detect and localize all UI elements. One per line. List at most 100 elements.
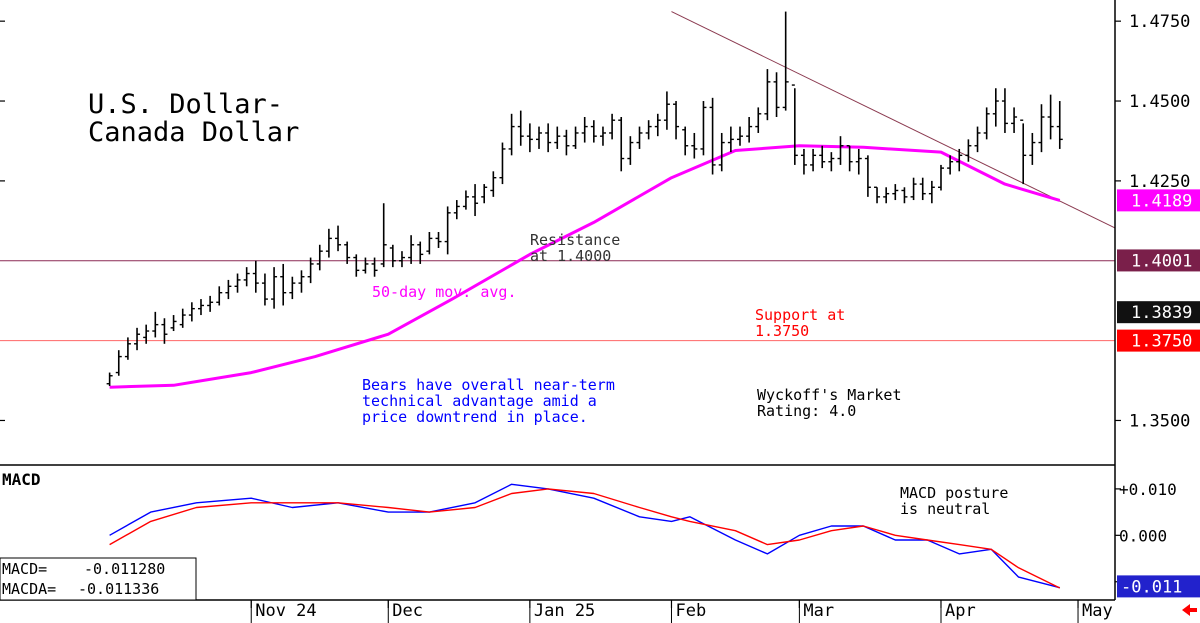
trendline-group [671,11,1116,229]
ohlc-bar-102 [1038,104,1045,153]
ohlc-bar-17 [261,273,268,306]
ohlc-bar-12 [216,286,223,306]
macda-readout-label: MACDA= [2,580,56,598]
ohlc-bar-94 [965,139,972,162]
horizontal-lines [0,260,1115,342]
ohlc-bar-20 [289,276,296,300]
ohlc-bars [106,11,1063,386]
ohlc-bar-52 [581,117,588,143]
price-tag-label-2: 1.3839 [1131,303,1192,323]
price-tag-label-3: 1.3750 [1131,332,1192,352]
price-tick-label-2: 1.4250 [1129,172,1190,192]
ohlc-bar-73 [773,72,780,117]
ohlc-bar-5 [152,311,159,338]
ohlc-bar-81 [846,145,853,172]
ohlc-bar-76 [800,148,807,175]
ohlc-bar-96 [983,107,990,140]
macd-lines [109,483,1061,589]
ohlc-bar-27 [353,254,360,277]
date-axis: Nov 24 Dec Jan 25 Feb Mar Apr May [250,600,1113,623]
ohlc-bar-24 [325,228,332,258]
ohlc-bar-91 [937,164,944,191]
ohlc-bar-82 [855,148,862,175]
macd-tick-label-0: +0.010 [1119,480,1177,499]
ohlc-bar-31 [389,244,396,268]
ohlc-bar-42 [490,171,497,197]
resistance-label-1: Resistance [530,231,620,249]
ohlc-bar-30 [380,203,387,268]
ohlc-bar-98 [1001,88,1008,133]
price-tag-box-2 [1117,301,1200,324]
support-label-1: Support at [755,306,845,324]
macd-series-macd [109,483,1060,589]
ohlc-bar-66 [709,97,716,175]
ohlc-bar-37 [444,206,451,255]
macd-readout-box [0,557,197,601]
ohlc-bar-97 [992,88,999,127]
ohlc-bar-49 [554,126,561,149]
ohlc-bar-85 [883,187,890,204]
ohlc-bar-72 [764,69,771,121]
ohlc-bar-57 [627,136,634,165]
ohlc-bar-51 [572,126,579,149]
moving-average-label: 50-day mov. avg. [372,283,517,301]
wyckoff-rating-1: Wyckoff's Market [757,386,902,404]
ohlc-bar-71 [755,107,762,133]
ohlc-bar-32 [398,251,405,268]
ohlc-bar-15 [243,267,250,287]
macd-tick-label-1: 0.000 [1119,526,1167,545]
macd-title: MACD [2,470,41,489]
ohlc-bar-104 [1056,101,1063,149]
moving-average-line [109,144,1061,389]
ohlc-bar-39 [462,190,469,210]
ohlc-bar-26 [344,241,351,264]
ohlc-bar-45 [517,110,524,146]
ohlc-bar-0 [106,372,113,386]
date-tick-label-4: Mar [803,601,834,621]
ohlc-bar-103 [1047,94,1054,140]
macd-value-tag-box [1117,575,1200,598]
ohlc-bar-69 [737,126,743,146]
ohlc-bar-25 [335,225,342,252]
ohlc-bar-74 [782,11,789,111]
ohlc-bar-21 [298,270,305,293]
ohlc-bar-59 [645,120,652,140]
left-arrow-icon[interactable] [1182,604,1197,616]
macd-readout-label: MACD= [2,560,47,578]
date-tick-label-0: Nov 24 [255,601,316,621]
price-tag-label-1: 1.4001 [1131,251,1192,271]
ohlc-bar-23 [316,244,323,271]
ohlc-bar-13 [225,279,232,300]
ohlc-bar-33 [408,235,415,264]
price-tag-box-1 [1117,249,1200,272]
price-tag-box-0 [1117,189,1200,212]
ohlc-bar-54 [599,126,606,146]
price-tags: 1.4189 1.4001 1.3839 1.3750 [1117,189,1200,352]
price-axis: 1.4750 1.4500 1.4250 1.3500 [0,12,1190,431]
ohlc-bar-29 [371,257,378,277]
ohlc-bar-28 [362,257,369,274]
support-label-2: 1.3750 [755,322,809,340]
date-tick-label-3: Feb [675,601,706,621]
price-tick-label-3: 1.3500 [1129,411,1190,431]
trendline [671,11,1116,229]
ohlc-bar-18 [271,267,278,309]
ohlc-bar-46 [526,123,533,153]
ohlc-bar-40 [472,184,479,217]
ohlc-bar-89 [919,177,926,201]
ohlc-bar-43 [499,142,506,185]
macd-posture-2: is neutral [900,500,990,518]
ohlc-bar-16 [252,260,259,293]
ohlc-bar-7 [170,315,177,332]
ohlc-bar-86 [892,184,899,201]
ohlc-bar-79 [828,152,835,172]
bears-note-2: technical advantage amid a [362,392,597,410]
ohlc-bar-58 [636,126,643,149]
ohlc-bar-101 [1029,132,1036,165]
macda-readout-value: -0.011336 [78,580,159,598]
ohlc-bar-47 [536,126,543,149]
date-tick-label-5: Apr [945,601,976,621]
date-tick-label-2: Jan 25 [534,601,595,621]
ohlc-bar-6 [161,318,168,344]
